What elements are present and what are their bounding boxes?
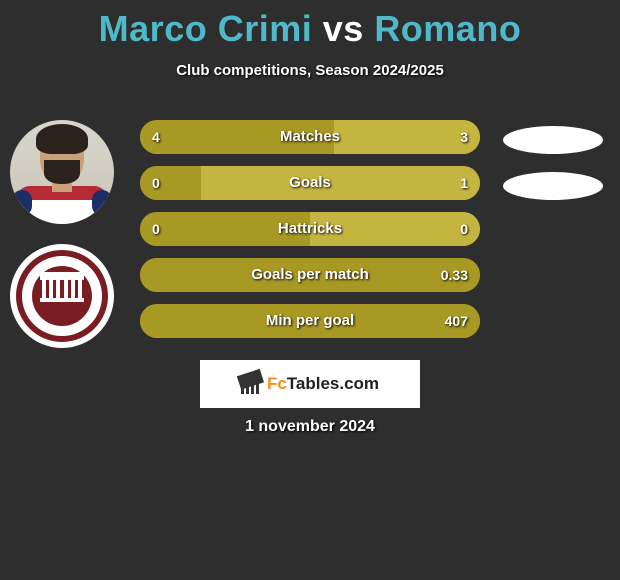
stat-label: Goals per match — [140, 258, 480, 292]
subtitle: Club competitions, Season 2024/2025 — [0, 62, 620, 79]
player1-avatar — [10, 120, 114, 224]
right-decor-column — [498, 120, 608, 218]
brand-text: FcTables.com — [267, 374, 379, 394]
page-title: Marco Crimi vs Romano — [0, 0, 620, 50]
club-badge — [10, 244, 114, 348]
brand-chart-icon — [241, 374, 261, 394]
stat-label: Matches — [140, 120, 480, 154]
footer-date: 1 november 2024 — [0, 418, 620, 436]
stat-row: 00Hattricks — [140, 212, 480, 246]
stat-row: 01Goals — [140, 166, 480, 200]
stat-row: 0.33Goals per match — [140, 258, 480, 292]
stat-label: Goals — [140, 166, 480, 200]
decor-ellipse — [503, 126, 603, 154]
stat-label: Hattricks — [140, 212, 480, 246]
brand-logo: FcTables.com — [200, 360, 420, 408]
stat-row: 407Min per goal — [140, 304, 480, 338]
avatar-column — [10, 120, 120, 368]
brand-prefix: Fc — [267, 374, 287, 393]
stats-bars: 43Matches 01Goals 00Hattricks 0.33Goals per… — [140, 120, 480, 350]
title-vs: vs — [323, 8, 364, 49]
stat-row: 43Matches — [140, 120, 480, 154]
stat-label: Min per goal — [140, 304, 480, 338]
title-player1: Marco Crimi — [99, 8, 313, 49]
title-player2: Romano — [374, 8, 521, 49]
brand-suffix: Tables.com — [287, 374, 379, 393]
decor-ellipse — [503, 172, 603, 200]
